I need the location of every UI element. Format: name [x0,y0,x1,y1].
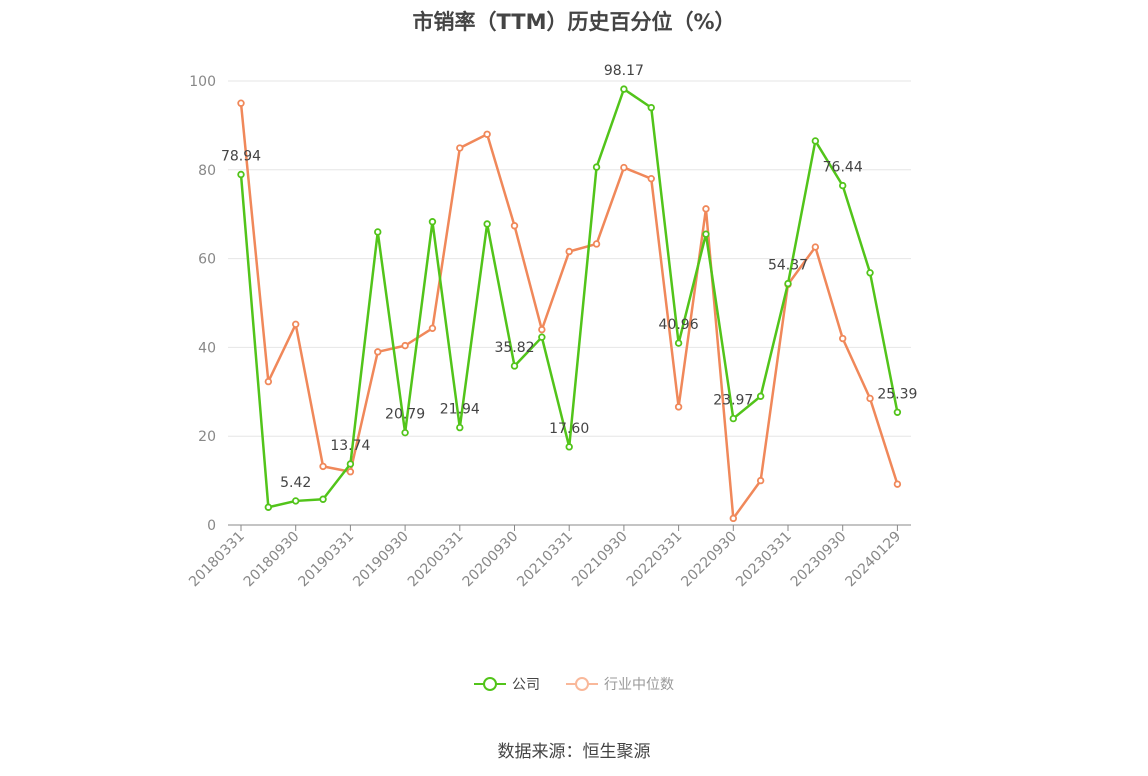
data-point-industry [839,334,847,343]
data-point-company [374,228,382,236]
data-label: 5.42 [280,475,311,491]
legend-item-company[interactable]: 公司 [474,674,540,694]
data-label: 78.94 [221,149,261,165]
data-point-industry [592,240,601,248]
data-label: 25.39 [877,386,917,402]
data-point-industry [866,394,874,403]
data-point-company [592,163,601,171]
y-tick-label: 20 [198,429,216,445]
data-point-industry [620,163,628,172]
data-point-industry [264,377,273,386]
x-tick-label: 20210331 [514,529,576,591]
data-point-company [510,362,519,370]
y-tick-label: 40 [198,340,216,356]
data-point-industry [292,320,300,329]
data-point-company [565,443,573,451]
data-point-company [319,495,327,503]
data-label: 35.82 [494,340,534,356]
legend: 公司 行业中位数 [0,674,1148,694]
data-label: 98.17 [604,63,644,79]
data-point-company [538,333,546,341]
data-point-company [866,269,874,277]
legend-label-industry: 行业中位数 [604,677,674,693]
data-label: 76.44 [823,160,863,176]
data-label: 23.97 [713,393,753,409]
data-point-industry [702,205,710,213]
chart-title: 市销率（TTM）历史百分位（%） [412,10,736,34]
series-group [237,85,902,523]
data-point-company [483,220,491,228]
x-tick-label: 20210930 [569,529,631,591]
y-tick-label: 0 [207,518,216,534]
data-point-industry [674,403,683,411]
legend-swatch-industry [566,677,598,691]
y-tick-label: 80 [198,163,216,179]
data-point-industry [565,247,573,256]
data-point-industry [811,243,820,251]
data-point-company [756,392,765,400]
data-point-company [702,230,710,238]
legend-swatch-company [474,677,506,691]
data-point-company [264,503,273,511]
data-point-industry [346,468,355,476]
data-labels: 78.94 5.42 13.74 20.79 21.94 35.82 17.60 98.17 4… [221,63,917,491]
x-tick-label: 20230331 [733,529,795,591]
x-tick-label: 20220930 [678,529,740,591]
data-point-industry [319,462,327,471]
data-point-company [811,137,820,145]
data-point-company [839,181,847,190]
data-point-industry [756,476,765,485]
x-tick-label: 20200930 [460,529,522,591]
data-label: 21.94 [440,402,480,418]
data-point-company [647,103,655,112]
x-tick-label: 20180930 [241,529,303,591]
data-point-company [729,414,737,423]
y-tick-label: 100 [189,74,216,90]
data-point-company [428,218,437,226]
x-tick-label: 20180331 [186,529,248,591]
data-point-industry [647,174,655,183]
series-line-industry [239,103,899,520]
data-point-company [784,279,792,288]
data-point-industry [729,514,737,523]
data-label: 13.74 [330,438,370,454]
data-point-industry [428,324,437,333]
data-label: 17.60 [549,421,589,437]
y-axis-ticks: 0 20 40 60 80 100 [189,74,216,534]
data-label: 54.37 [768,258,808,274]
x-tick-label: 20220331 [624,529,686,591]
data-point-company [237,170,245,179]
x-tick-label: 20190331 [296,529,358,591]
data-point-industry [401,341,409,350]
x-axis: 2018033120180930201903312019093020200331… [186,524,911,591]
legend-label-company: 公司 [512,677,540,693]
data-label: 40.96 [659,317,699,333]
data-label: 20.79 [385,407,425,423]
data-point-company [456,423,464,432]
data-point-industry [374,348,382,356]
data-point-company [620,85,628,93]
data-point-industry [510,222,519,230]
data-point-company [674,339,683,347]
x-tick-label: 20200331 [405,529,467,591]
grid-lines [228,80,911,437]
data-source: 数据来源：恒生聚源 [497,742,651,762]
legend-item-industry[interactable]: 行业中位数 [566,674,674,694]
data-point-company [346,460,355,468]
x-tick-label: 20190930 [350,529,412,591]
x-tick-label: 20230930 [788,529,850,591]
x-tick-label: 20240129 [843,529,905,591]
data-point-company [401,428,409,437]
data-point-industry [538,325,546,334]
data-point-industry [483,130,491,138]
data-point-industry [893,480,902,488]
data-point-company [292,497,300,505]
y-tick-label: 60 [198,252,216,268]
data-point-company [893,408,902,416]
data-point-industry [456,144,464,152]
data-point-industry [237,99,245,107]
